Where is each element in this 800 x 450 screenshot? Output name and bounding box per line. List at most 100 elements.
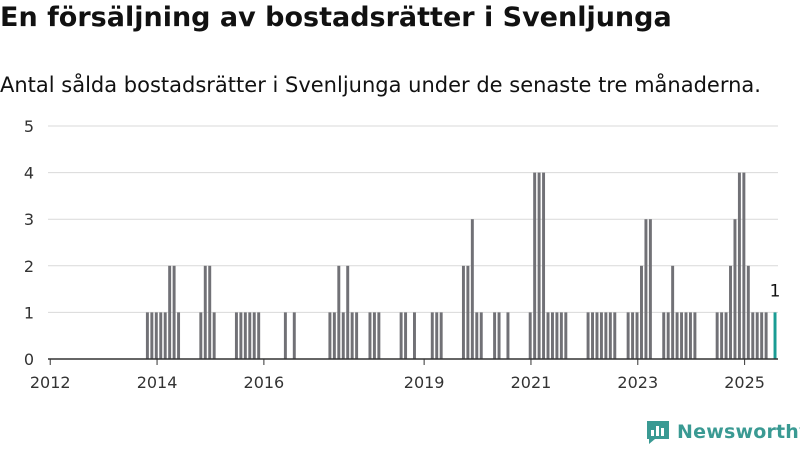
bar (751, 312, 755, 359)
bar (537, 172, 541, 359)
bar (675, 312, 679, 359)
bar (564, 312, 568, 359)
bar (145, 312, 149, 359)
bar (550, 312, 554, 359)
bar (666, 312, 670, 359)
bar (599, 312, 603, 359)
bar (533, 172, 537, 359)
bar (542, 172, 546, 359)
bar (604, 312, 608, 359)
bar (715, 312, 719, 359)
bar (626, 312, 630, 359)
bar (662, 312, 666, 359)
bar (470, 219, 474, 359)
bar (497, 312, 501, 359)
x-tick-label: 2014 (137, 373, 178, 392)
highlight-bar (773, 312, 777, 359)
bar (283, 312, 287, 359)
bar (328, 312, 332, 359)
bar (466, 265, 470, 359)
x-tick-label: 2025 (724, 373, 765, 392)
bar (595, 312, 599, 359)
y-tick-label: 3 (24, 210, 34, 229)
brand-name: Newsworthy (677, 421, 800, 443)
bar (506, 312, 510, 359)
bar (243, 312, 247, 359)
bar (528, 312, 532, 359)
bar (355, 312, 359, 359)
bar (341, 312, 345, 359)
bar (640, 265, 643, 359)
bar (461, 265, 465, 359)
bar (720, 312, 724, 359)
x-tick-label: 2023 (617, 373, 658, 392)
bar (737, 172, 741, 359)
bar (208, 265, 212, 359)
bar (475, 312, 479, 359)
bar (439, 312, 443, 359)
bar (644, 219, 648, 359)
bar (764, 312, 768, 359)
bar (150, 312, 154, 359)
bar (671, 265, 675, 359)
bar (350, 312, 354, 359)
bar (372, 312, 376, 359)
bar (724, 312, 728, 359)
bar (168, 265, 172, 359)
data-label: 1 (770, 281, 781, 301)
bar (337, 265, 341, 359)
bar (203, 265, 207, 359)
bar (252, 312, 256, 359)
bar (332, 312, 336, 359)
bar (613, 312, 617, 359)
bar (608, 312, 612, 359)
bar (546, 312, 550, 359)
bar (346, 265, 350, 359)
bar (404, 312, 408, 359)
x-tick-label: 2019 (404, 373, 445, 392)
bar (430, 312, 434, 359)
bar (555, 312, 559, 359)
bar (684, 312, 688, 359)
x-tick-label: 2012 (30, 373, 71, 392)
bar (648, 219, 652, 359)
bar (399, 312, 403, 359)
bar (742, 172, 746, 359)
y-tick-label: 0 (24, 350, 34, 369)
bar (435, 312, 439, 359)
bar (688, 312, 692, 359)
y-tick-label: 5 (24, 117, 34, 136)
bar (163, 312, 167, 359)
bar (493, 312, 497, 359)
bar (257, 312, 261, 359)
x-tick-label: 2021 (511, 373, 552, 392)
bar (154, 312, 158, 359)
bar (239, 312, 243, 359)
chart-title: En försäljning av bostadsrätter i Svenlj… (0, 2, 672, 33)
bar (733, 219, 737, 359)
bar (172, 265, 176, 359)
bar (292, 312, 296, 359)
bar (479, 312, 483, 359)
bar (368, 312, 372, 359)
bar (760, 312, 764, 359)
bar (693, 312, 697, 359)
bar (212, 312, 216, 359)
bar (199, 312, 203, 359)
newsworthy-logo: Newsworthy (645, 419, 800, 445)
bar (635, 312, 639, 359)
bar (631, 312, 635, 359)
bar (177, 312, 181, 359)
bar (159, 312, 163, 359)
newsworthy-logo-icon (647, 421, 669, 444)
chart-subtitle: Antal sålda bostadsrätter i Svenljunga u… (0, 73, 761, 97)
y-tick-label: 2 (24, 257, 34, 276)
bar (377, 312, 381, 359)
bar (729, 265, 732, 359)
bar (755, 312, 759, 359)
bar (234, 312, 238, 359)
bar (591, 312, 594, 359)
bar (586, 312, 590, 359)
x-tick-label: 2016 (244, 373, 285, 392)
